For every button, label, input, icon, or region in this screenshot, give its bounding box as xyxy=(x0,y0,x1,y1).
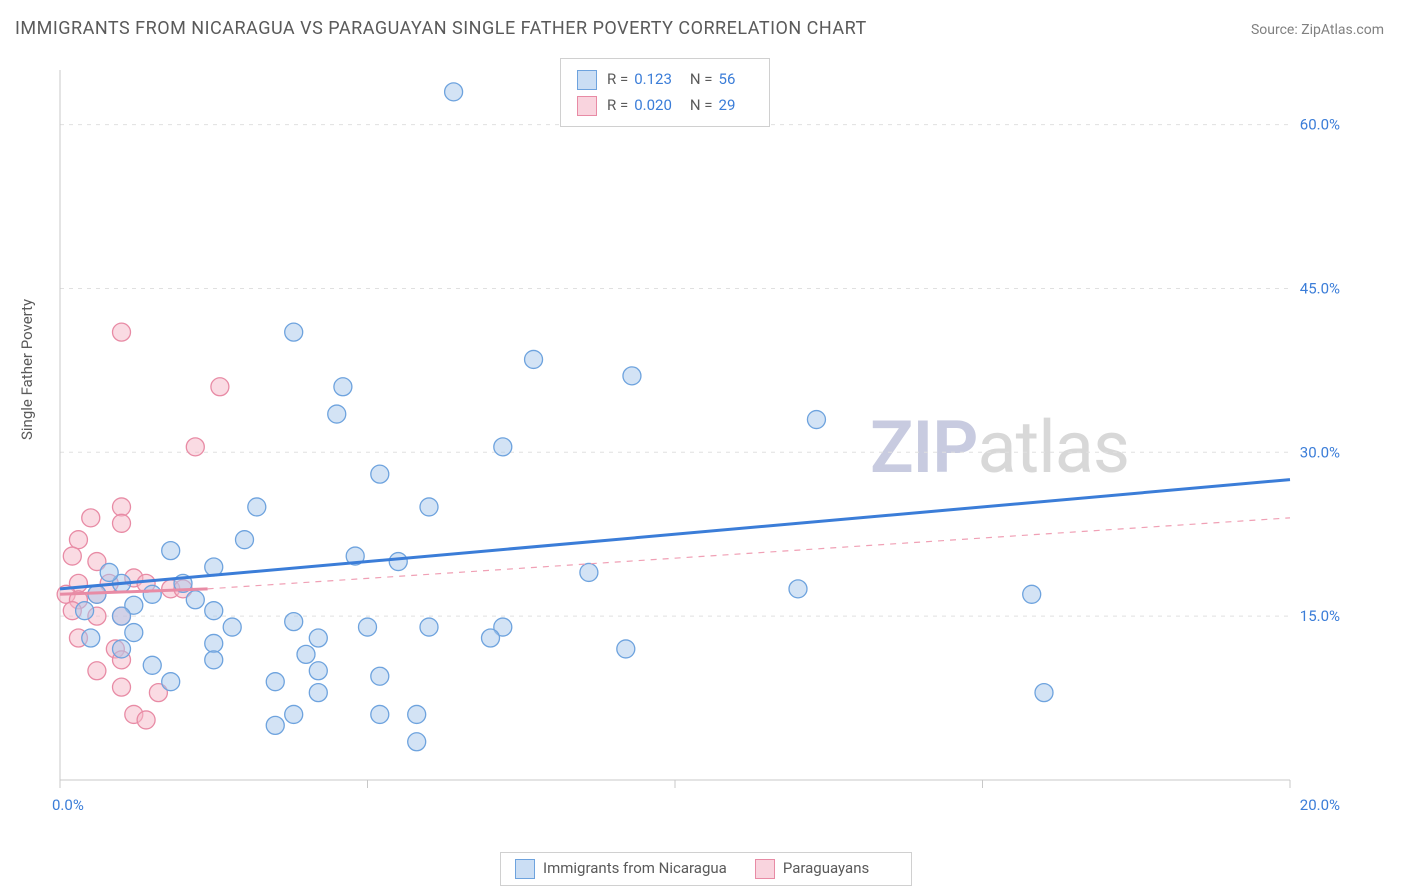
chart-title: IMMIGRANTS FROM NICARAGUA VS PARAGUAYAN … xyxy=(15,18,867,39)
legend-r-label: R = xyxy=(607,70,628,88)
legend-row: R = 0.123 N = 56 xyxy=(577,67,753,93)
data-point xyxy=(445,83,463,101)
data-point xyxy=(248,498,266,516)
scatter-chart: 15.0% 30.0% 45.0% 60.0% 0.0% 20.0% xyxy=(50,60,1350,820)
data-point xyxy=(285,613,303,631)
data-point xyxy=(494,438,512,456)
data-point xyxy=(82,509,100,527)
data-point xyxy=(143,656,161,674)
legend-n-label: N = xyxy=(690,70,713,88)
legend-swatch xyxy=(577,96,597,116)
data-point xyxy=(420,618,438,636)
data-point xyxy=(359,618,377,636)
data-point xyxy=(205,651,223,669)
data-point xyxy=(371,705,389,723)
data-point xyxy=(100,563,118,581)
legend-n-value: 56 xyxy=(719,70,736,88)
data-point xyxy=(82,629,100,647)
data-point xyxy=(143,585,161,603)
data-point xyxy=(88,662,106,680)
data-point xyxy=(389,553,407,571)
data-point xyxy=(76,602,94,620)
data-point xyxy=(69,531,87,549)
data-point xyxy=(236,531,254,549)
y-axis-label: Single Father Poverty xyxy=(18,299,36,440)
data-point xyxy=(125,624,143,642)
data-point xyxy=(266,716,284,734)
data-point xyxy=(580,563,598,581)
x-tick-label: 20.0% xyxy=(1300,796,1340,814)
data-point xyxy=(617,640,635,658)
legend-r-value: 0.123 xyxy=(634,70,672,88)
data-point xyxy=(371,667,389,685)
data-point xyxy=(113,640,131,658)
data-point xyxy=(309,662,327,680)
legend-r-value: 0.020 xyxy=(634,96,672,114)
data-point xyxy=(223,618,241,636)
data-point xyxy=(205,634,223,652)
data-point xyxy=(408,733,426,751)
legend-item: Immigrants from Nicaragua xyxy=(515,859,727,877)
legend-row: R = 0.020 N = 29 xyxy=(577,93,753,119)
series-legend: Immigrants from Nicaragua Paraguayans xyxy=(500,852,912,886)
data-point xyxy=(482,629,500,647)
data-point xyxy=(328,405,346,423)
data-point xyxy=(63,547,81,565)
data-point xyxy=(113,678,131,696)
legend-series-name: Paraguayans xyxy=(783,859,869,877)
y-tick-label: 60.0% xyxy=(1300,116,1340,134)
data-point xyxy=(113,323,131,341)
data-point xyxy=(205,602,223,620)
data-point xyxy=(113,498,131,516)
data-point xyxy=(623,367,641,385)
data-point xyxy=(309,629,327,647)
y-tick-label: 15.0% xyxy=(1300,607,1340,625)
data-point xyxy=(285,705,303,723)
data-point xyxy=(334,378,352,396)
data-point xyxy=(137,711,155,729)
legend-n-label: N = xyxy=(690,96,713,114)
data-point xyxy=(162,542,180,560)
data-point xyxy=(113,514,131,532)
data-point xyxy=(309,684,327,702)
data-point xyxy=(1023,585,1041,603)
y-tick-label: 45.0% xyxy=(1300,279,1340,297)
correlation-legend: R = 0.123 N = 56 R = 0.020 N = 29 xyxy=(560,58,770,127)
data-point xyxy=(789,580,807,598)
legend-item: Paraguayans xyxy=(755,859,869,877)
legend-series-name: Immigrants from Nicaragua xyxy=(543,859,727,877)
data-point xyxy=(420,498,438,516)
legend-n-value: 29 xyxy=(719,96,736,114)
legend-swatch xyxy=(755,859,775,879)
source-attribution: Source: ZipAtlas.com xyxy=(1251,22,1384,38)
data-point xyxy=(266,673,284,691)
data-point xyxy=(162,673,180,691)
data-point xyxy=(297,645,315,663)
data-point xyxy=(807,411,825,429)
data-point xyxy=(285,323,303,341)
y-tick-label: 30.0% xyxy=(1300,443,1340,461)
legend-r-label: R = xyxy=(607,96,628,114)
data-point xyxy=(211,378,229,396)
data-point xyxy=(186,438,204,456)
data-point xyxy=(1035,684,1053,702)
x-tick-label: 0.0% xyxy=(52,796,84,814)
data-point xyxy=(113,607,131,625)
chart-svg: 15.0% 30.0% 45.0% 60.0% 0.0% 20.0% xyxy=(50,60,1350,820)
data-point xyxy=(186,591,204,609)
data-point xyxy=(371,465,389,483)
legend-swatch xyxy=(577,70,597,90)
data-point xyxy=(408,705,426,723)
data-point xyxy=(525,350,543,368)
legend-swatch xyxy=(515,859,535,879)
